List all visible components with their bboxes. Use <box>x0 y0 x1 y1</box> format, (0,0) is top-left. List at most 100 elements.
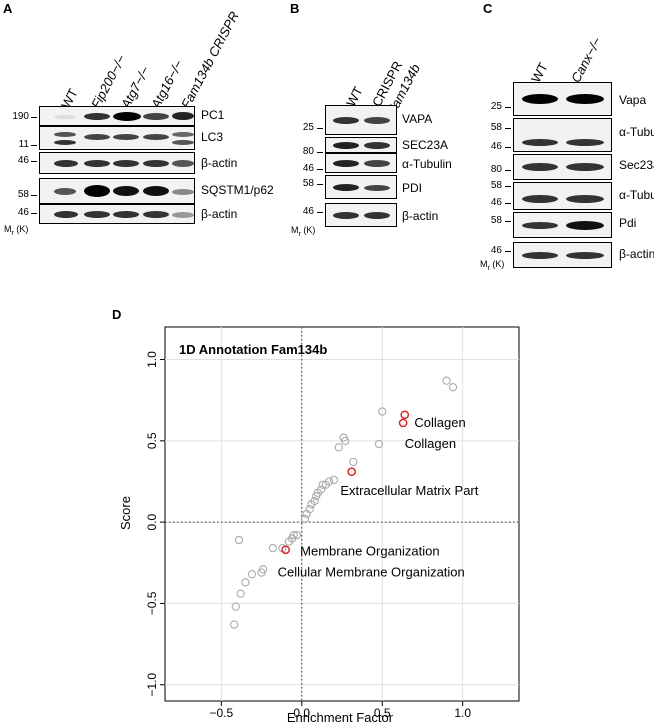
blot-label-alpha-tubulin: α-Tubulin <box>619 125 654 139</box>
panel-letter-d: D <box>112 307 122 322</box>
data-point <box>300 514 310 524</box>
x-axis-label: Enrichment Factor <box>287 710 394 725</box>
blot-sec23a <box>325 137 397 153</box>
mw-marker: 80 <box>302 146 314 157</box>
mw-tick <box>505 251 511 252</box>
data-point <box>259 565 268 574</box>
mw-tick <box>505 221 511 222</box>
blot-label-pc1: PC1 <box>201 108 225 122</box>
data-point <box>236 589 245 598</box>
blot-label-beta-actin: β-actin <box>402 209 439 223</box>
blot-lc3 <box>39 126 195 150</box>
mw-marker: 58 <box>302 178 314 189</box>
mw-marker: 58 <box>490 215 502 226</box>
mw-marker: 58 <box>490 180 502 191</box>
blot-alpha-tubulin <box>325 153 397 173</box>
blot-beta-actin-a1 <box>39 152 195 174</box>
mw-marker: 80 <box>490 164 502 175</box>
chart-title: 1D Annotation Fam134b <box>179 342 327 357</box>
scatter-points <box>230 376 458 629</box>
grid-lines <box>165 327 519 701</box>
blot-label-sqstm1: SQSTM1/p62 <box>201 183 274 197</box>
point-annotations: Collagen Collagen Extracellular Matrix Par… <box>278 415 479 580</box>
y-tick-label: −1.0 <box>145 673 159 697</box>
blot-label-sec23a: SEC23A <box>402 138 449 152</box>
x-tick-label: 0.0 <box>293 706 310 720</box>
mw-tick <box>31 213 37 214</box>
mw-marker: 58 <box>490 122 502 133</box>
mw-marker: 11 <box>18 139 29 150</box>
mw-tick <box>31 195 37 196</box>
data-point <box>292 530 302 540</box>
panel-letter-b: B <box>290 1 300 16</box>
y-tick-label: −0.5 <box>145 591 159 615</box>
data-point <box>318 480 327 489</box>
data-point <box>230 620 239 629</box>
mw-tick <box>317 128 323 129</box>
blot-vapa <box>325 105 397 135</box>
mr-label: Mr (K) <box>480 259 505 272</box>
highlighted-point <box>398 418 408 428</box>
data-point <box>349 457 358 467</box>
mw-tick <box>31 117 37 118</box>
highlighted-point <box>281 545 291 555</box>
plot-frame <box>164 326 520 702</box>
blot-pdi <box>513 212 612 238</box>
blot-sec23a <box>513 154 612 180</box>
x-tick-label: 1.0 <box>454 706 471 720</box>
mw-marker: 46 <box>17 207 29 218</box>
mr-label: Mr (K) <box>4 224 29 237</box>
data-point <box>334 443 343 452</box>
blot-label-alpha-tubulin: α-Tubulin <box>402 157 452 171</box>
data-point <box>247 570 257 579</box>
x-axis-ticks: −0.5 0.0 0.5 1.0 <box>209 701 471 720</box>
data-point <box>316 485 326 494</box>
mw-marker: 46 <box>302 206 314 217</box>
data-point <box>310 496 319 506</box>
mw-marker: 46 <box>302 163 314 174</box>
mw-marker: 46 <box>490 141 502 152</box>
mw-marker: 25 <box>490 101 502 112</box>
blot-sqstm1-p62 <box>39 178 195 204</box>
annotation-label: Collagen <box>414 415 465 430</box>
mw-tick <box>317 184 323 185</box>
mw-tick <box>31 145 37 146</box>
mw-tick <box>317 152 323 153</box>
blot-label-vapa: Vapa <box>619 93 647 107</box>
reference-lines <box>165 327 519 701</box>
blot-label-beta-actin: β-actin <box>201 207 238 221</box>
mw-marker: 190 <box>12 111 29 122</box>
data-point <box>329 475 339 485</box>
mw-tick <box>505 186 511 187</box>
data-point <box>448 383 458 392</box>
annotation-label: Membrane Organization <box>300 543 439 558</box>
blot-alpha-tubulin-c2 <box>513 182 612 210</box>
mw-marker: 46 <box>17 155 29 166</box>
mr-label: Mr (K) <box>291 225 316 238</box>
x-tick-label: −0.5 <box>209 706 233 720</box>
data-point <box>305 504 314 514</box>
y-axis-ticks: −1.0 −0.5 0.0 0.5 1.0 <box>145 351 165 697</box>
panel-letter-a: A <box>3 1 13 16</box>
data-point <box>378 407 387 416</box>
blot-vapa <box>513 82 612 116</box>
data-point <box>341 436 350 445</box>
blot-label-lc3: LC3 <box>201 130 224 144</box>
data-point <box>442 376 451 385</box>
mw-marker: 46 <box>490 197 502 208</box>
y-tick-label: 0.0 <box>145 513 159 530</box>
data-point <box>289 530 298 540</box>
data-point <box>234 535 244 545</box>
highlighted-point <box>400 410 410 420</box>
y-tick-label: 1.0 <box>145 351 159 368</box>
blot-label-beta-actin: β-actin <box>619 247 654 261</box>
blot-label-sec23a: Sec23a <box>619 158 654 172</box>
mw-marker: 58 <box>17 189 29 200</box>
data-point <box>374 439 384 449</box>
annotation-label: Collagen <box>405 436 456 451</box>
mw-tick <box>317 212 323 213</box>
mw-marker: 25 <box>302 122 314 133</box>
blot-beta-actin-b <box>325 203 397 227</box>
data-point <box>231 602 240 611</box>
